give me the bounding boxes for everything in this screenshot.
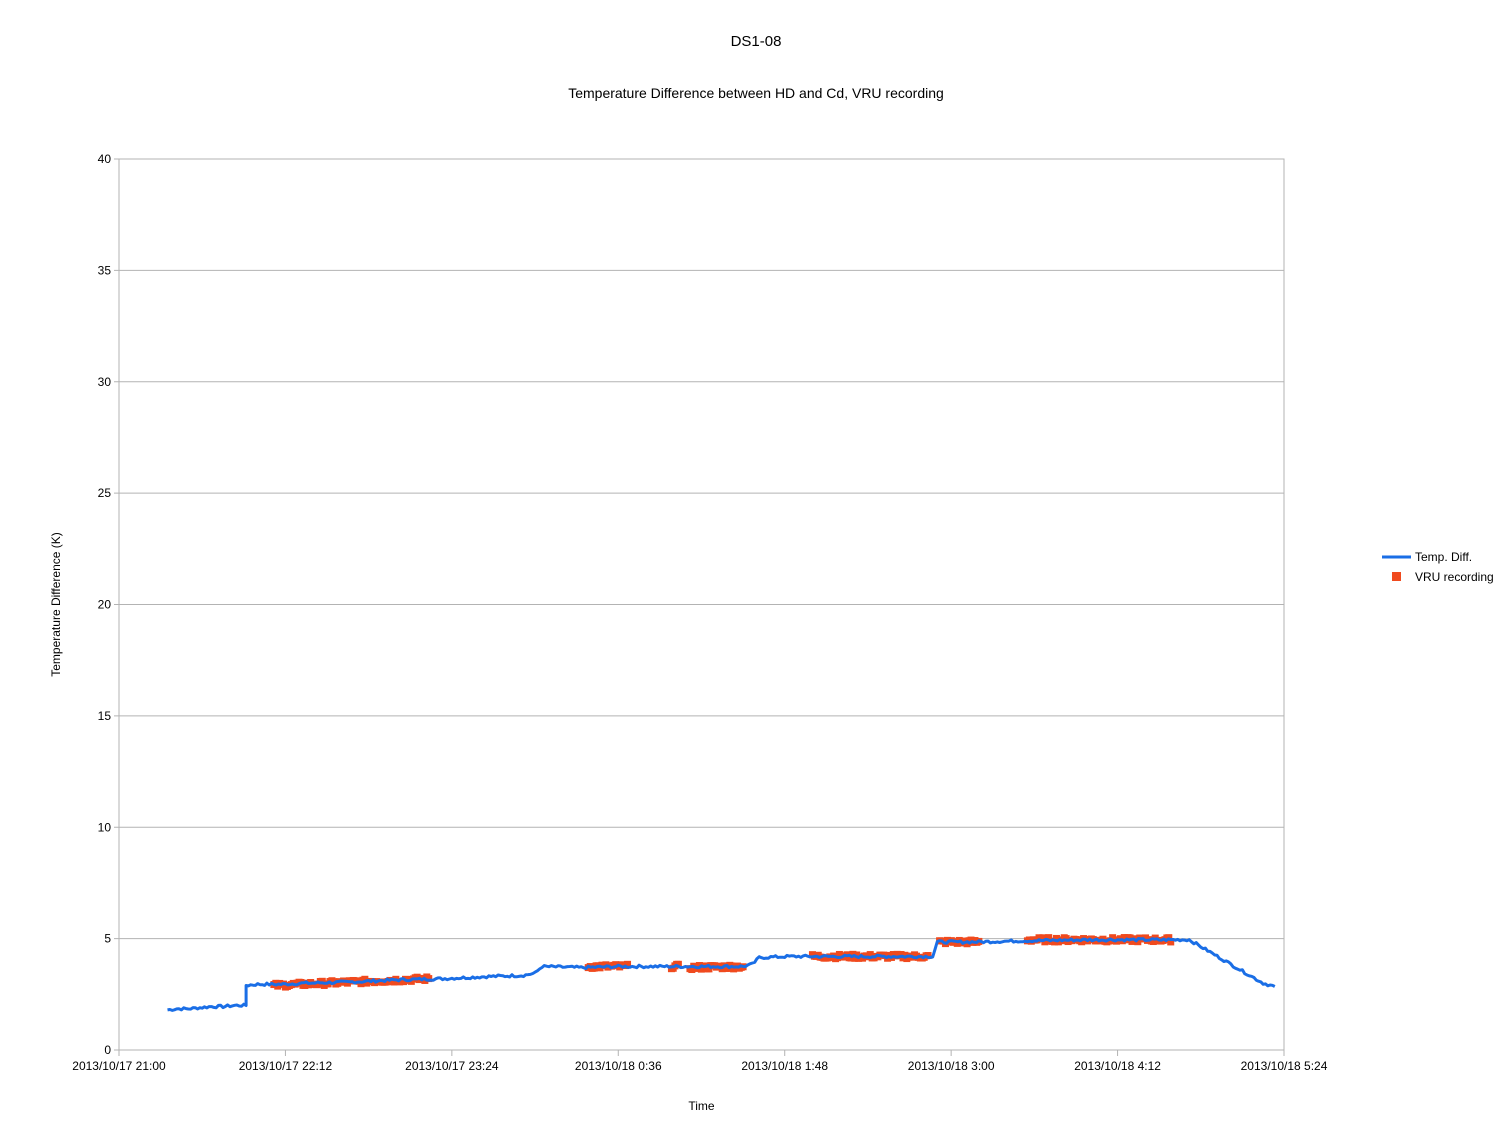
chart-subtitle: Temperature Difference between HD and Cd… [568, 85, 944, 101]
y-tick-label: 15 [98, 709, 112, 723]
legend-marker-swatch [1392, 572, 1401, 581]
x-axis-label: Time [688, 1099, 715, 1113]
x-tick-label: 2013/10/18 4:12 [1074, 1059, 1161, 1073]
vru-recording-marker [1041, 938, 1049, 946]
x-tick-label: 2013/10/18 3:00 [908, 1059, 995, 1073]
y-tick-label: 25 [98, 486, 112, 500]
x-tick-label: 2013/10/17 23:24 [405, 1059, 499, 1073]
vru-recording-marker [1134, 938, 1142, 946]
y-tick-label: 5 [104, 932, 111, 946]
y-tick-label: 35 [98, 263, 112, 277]
axes: 0 5 10 15 20 25 30 35 40 2013/10/17 21:00 2013/10/… [72, 152, 1327, 1073]
y-tick-label: 20 [98, 598, 112, 612]
y-tick-label: 0 [104, 1043, 111, 1057]
x-tick-label: 2013/10/18 5:24 [1241, 1059, 1328, 1073]
series-temp-diff [167, 937, 1276, 1012]
y-tick-label: 30 [98, 375, 112, 389]
x-tick-label: 2013/10/18 1:48 [741, 1059, 828, 1073]
vru-recording-marker [849, 950, 857, 958]
vru-recording-marker [1045, 934, 1053, 942]
vru-recording-marker [1167, 938, 1175, 946]
temp-diff-line [167, 937, 1276, 1012]
vru-recording-marker [674, 960, 682, 968]
chart-title: DS1-08 [730, 33, 782, 50]
vru-recording-marker [318, 977, 326, 985]
vru-recording-marker [624, 960, 632, 968]
series-vru-recording [270, 934, 1175, 991]
x-tick-label: 2013/10/17 22:12 [239, 1059, 333, 1073]
y-tick-label: 10 [98, 820, 112, 834]
vru-recording-marker [1126, 934, 1134, 942]
vru-recording-marker [425, 975, 433, 983]
y-axis-label: Temperature Difference (K) [49, 532, 63, 677]
grid-lines [119, 158, 1284, 1051]
legend-label-temp-diff: Temp. Diff. [1415, 550, 1472, 564]
vru-recording-marker [361, 975, 369, 983]
legend-label-vru-recording: VRU recording [1415, 570, 1494, 584]
x-tick-label: 2013/10/17 21:00 [72, 1059, 166, 1073]
vru-recording-marker [924, 952, 932, 960]
legend: Temp. Diff. VRU recording [1382, 550, 1494, 584]
y-tick-label: 40 [98, 152, 112, 166]
vru-recording-marker [847, 954, 855, 962]
vru-recording-marker [1039, 934, 1047, 942]
x-tick-label: 2013/10/18 0:36 [575, 1059, 662, 1073]
